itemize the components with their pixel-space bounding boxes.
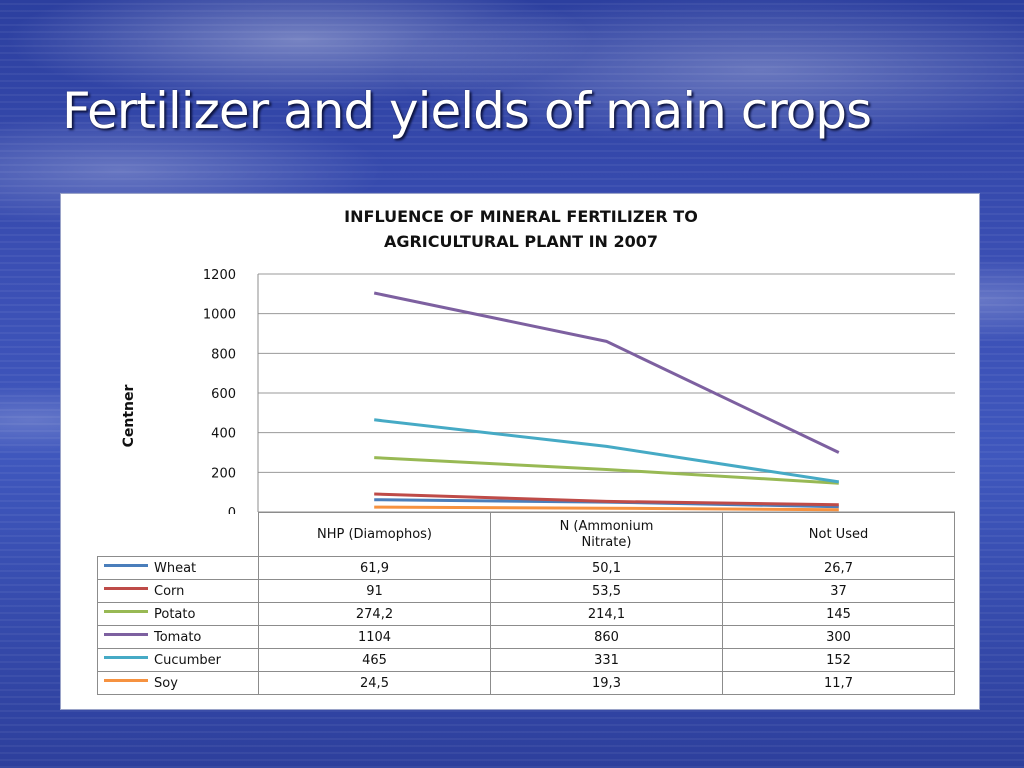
table-row: Cucumber 465 331 152 <box>97 648 955 672</box>
table-row: Soy 24,5 19,3 11,7 <box>97 671 955 695</box>
legend-label: Potato <box>154 606 196 622</box>
legend-label: Cucumber <box>154 652 221 668</box>
data-label: 50,1 <box>490 556 723 580</box>
table-header-row: NHP (Diamophos) N (Ammonium Nitrate) Not Us… <box>97 512 955 557</box>
data-label: 61,9 <box>258 556 491 580</box>
table-row: Corn 91 53,5 37 <box>97 579 955 603</box>
data-label: 37 <box>722 579 955 603</box>
data-label: 91 <box>258 579 491 603</box>
series-line-corn <box>374 492 839 507</box>
x-category-label-line: Nitrate) <box>581 534 632 550</box>
chart-title-line-2: AGRICULTURAL PLANT IN 2007 <box>383 232 659 251</box>
y-tick-label: 200 <box>211 466 236 481</box>
y-tick-label: 0 <box>228 506 236 514</box>
slide-title: Fertilizer and yields of main crops <box>62 82 872 140</box>
data-label: 860 <box>490 625 723 649</box>
data-table: NHP (Diamophos) N (Ammonium Nitrate) Not Us… <box>97 512 955 695</box>
data-label: 331 <box>490 648 723 672</box>
data-label: 465 <box>258 648 491 672</box>
legend-label: Corn <box>154 583 185 599</box>
y-tick-label: 400 <box>211 427 236 442</box>
legend-swatch <box>104 563 148 567</box>
table-row: Wheat 61,9 50,1 26,7 <box>97 556 955 580</box>
x-category-label: NHP (Diamophos) <box>258 512 491 557</box>
data-label: 300 <box>722 625 955 649</box>
data-label: 1104 <box>258 625 491 649</box>
legend-label: Tomato <box>154 629 202 645</box>
series-line-cucumber <box>374 418 840 484</box>
x-category-label-line: N (Ammonium <box>559 518 654 534</box>
y-tick-label: 800 <box>211 347 236 362</box>
y-tick-label: 1000 <box>203 308 236 323</box>
data-label: 19,3 <box>490 671 723 695</box>
data-label: 145 <box>722 602 955 626</box>
data-label: 274,2 <box>258 602 491 626</box>
legend-swatch <box>104 586 148 590</box>
x-category-label-line: NHP (Diamophos) <box>316 526 433 542</box>
data-label: 11,7 <box>722 671 955 695</box>
y-tick-label: 1200 <box>203 268 236 283</box>
legend-entry: Soy <box>97 671 259 695</box>
x-category-label: Not Used <box>722 512 955 557</box>
legend-swatch <box>104 609 148 613</box>
legend-entry: Potato <box>97 602 259 626</box>
legend-entry: Wheat <box>97 556 259 580</box>
chart-title-line-1: INFLUENCE OF MINERAL FERTILIZER TO <box>344 207 698 226</box>
legend-entry: Tomato <box>97 625 259 649</box>
legend-swatch <box>104 678 148 682</box>
legend-swatch <box>104 632 148 636</box>
data-label: 214,1 <box>490 602 723 626</box>
plot-area: 0 200 400 600 800 1000 1200 <box>203 268 955 514</box>
chart-panel: INFLUENCE OF MINERAL FERTILIZER TO AGRIC… <box>60 193 980 710</box>
legend-label: Wheat <box>154 560 197 576</box>
chart-title: INFLUENCE OF MINERAL FERTILIZER TO AGRIC… <box>61 204 981 254</box>
legend-label: Soy <box>154 675 178 691</box>
x-category-label: N (Ammonium Nitrate) <box>490 512 723 557</box>
table-row: Potato 274,2 214,1 145 <box>97 602 955 626</box>
data-label: 26,7 <box>722 556 955 580</box>
data-label: 53,5 <box>490 579 723 603</box>
legend-swatch <box>104 655 148 659</box>
x-category-label-line: Not Used <box>808 526 869 542</box>
table-row: Tomato 1104 860 300 <box>97 625 955 649</box>
data-label: 24,5 <box>258 671 491 695</box>
legend-entry: Cucumber <box>97 648 259 672</box>
series-line-tomato <box>373 291 840 454</box>
y-tick-label: 600 <box>211 387 236 402</box>
series-line-soy <box>374 505 839 512</box>
table-corner <box>97 512 259 557</box>
legend-entry: Corn <box>97 579 259 603</box>
series-line-potato <box>374 456 839 485</box>
data-label: 152 <box>722 648 955 672</box>
